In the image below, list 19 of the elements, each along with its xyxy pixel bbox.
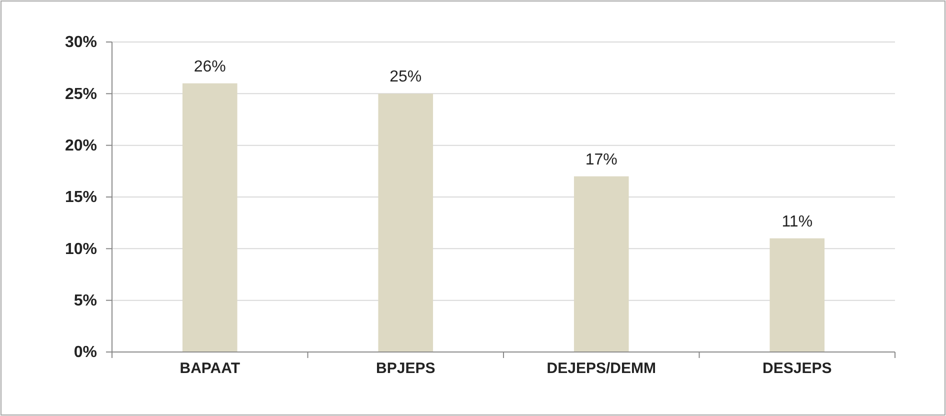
y-tick-label: 25% [64,86,97,103]
x-tick-label: BAPAAT [180,360,240,377]
y-tick-label: 10% [64,240,97,258]
x-tick-label: DEJEPS/DEMM [546,360,656,377]
bar [574,176,629,352]
data-label: 26% [194,58,226,76]
y-tick-label: 0% [74,344,97,362]
bar [182,83,238,352]
x-tick-label: DESJEPS [762,360,832,377]
x-tick-label: BPJEPS [376,360,436,377]
bar [770,238,825,352]
y-tick-label: 20% [64,137,97,154]
data-label: 11% [782,213,813,230]
y-tick-label: 5% [74,292,97,310]
y-tick-label: 15% [64,189,97,206]
y-tick-label: 30% [64,34,97,52]
bar [378,94,434,352]
data-label: 17% [585,151,618,168]
data-label: 25% [390,68,422,86]
